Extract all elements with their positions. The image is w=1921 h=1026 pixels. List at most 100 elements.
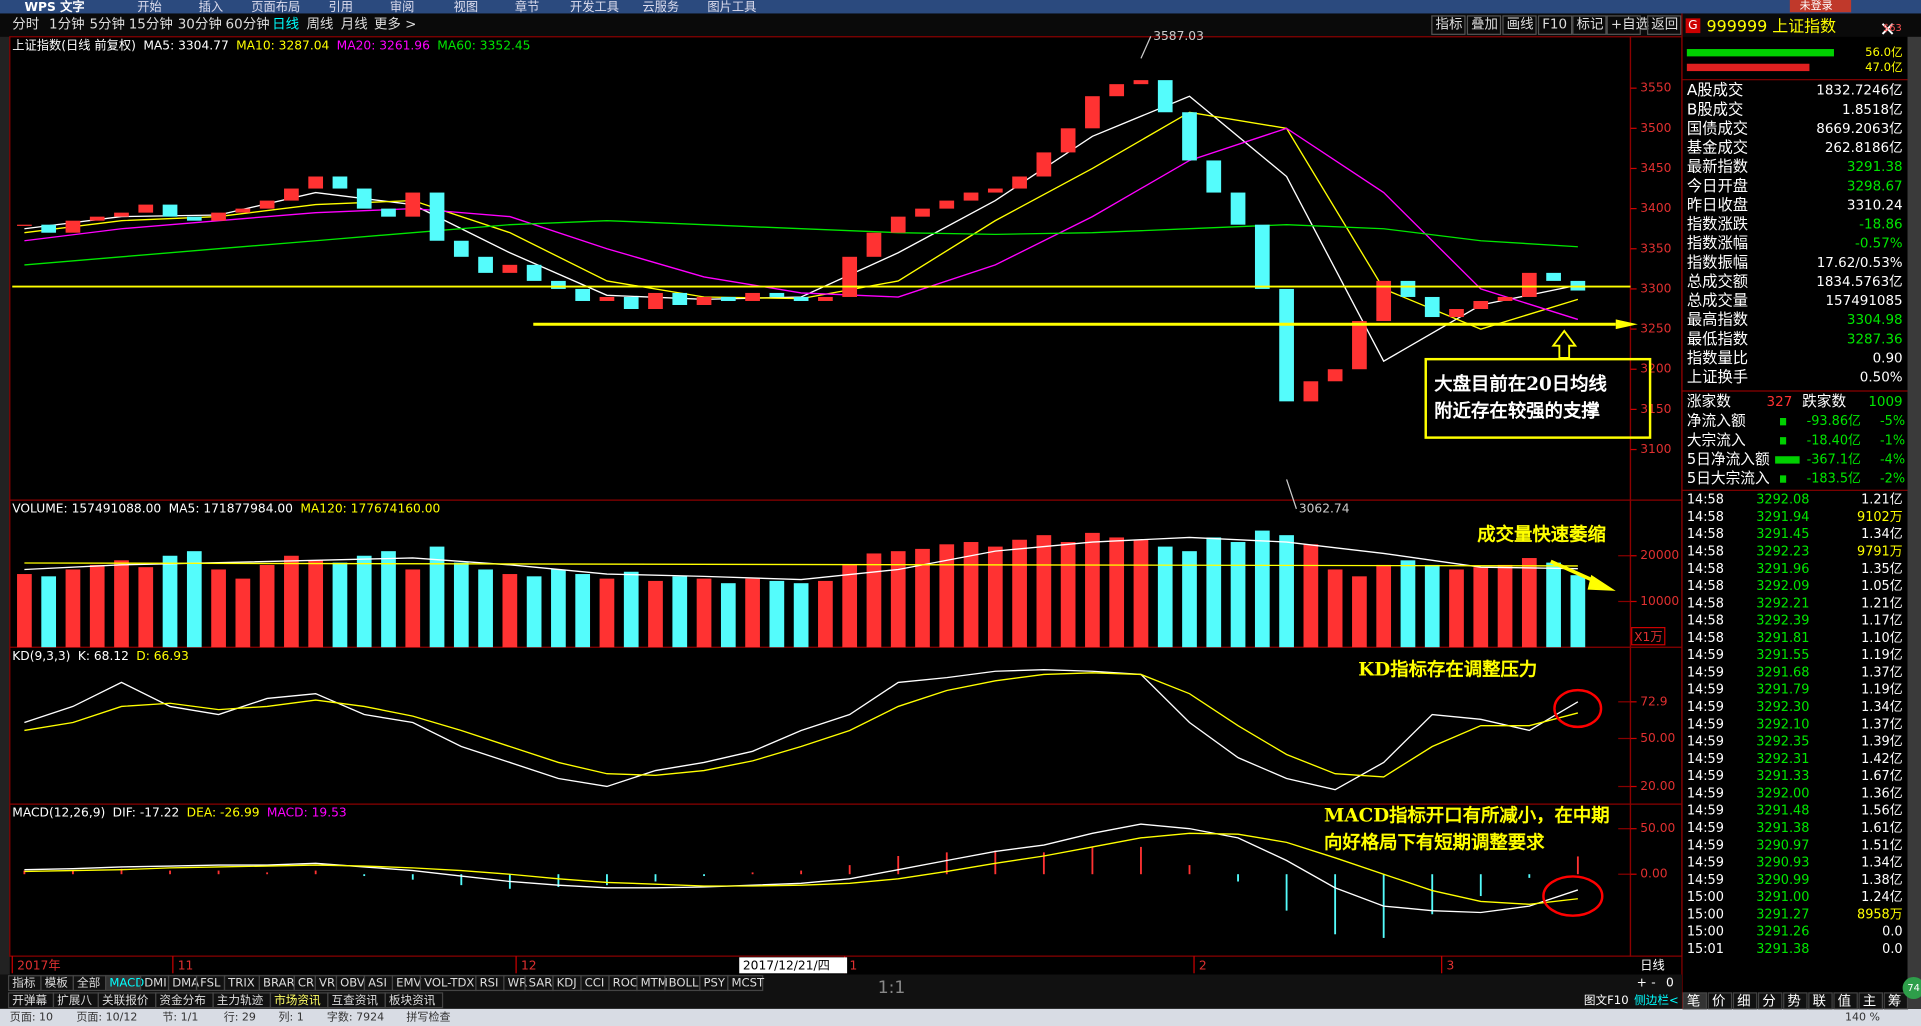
period-button[interactable]: 更多 > — [374, 16, 417, 33]
menu-item[interactable]: 视图 — [454, 0, 479, 14]
menu-item[interactable]: 审阅 — [390, 0, 415, 14]
info-tab[interactable]: 市场资讯 — [274, 993, 321, 1007]
tick-price: 3291.68 — [1756, 665, 1809, 680]
close-button[interactable]: ✕ — [1879, 18, 1895, 41]
legend: KD(9,3,3) K: 68.12 D: 66.93 — [12, 648, 189, 662]
menu-item[interactable]: 图片工具 — [707, 0, 756, 14]
tick-price: 3292.08 — [1756, 493, 1809, 508]
info-tab[interactable]: 资金分布 — [159, 993, 206, 1007]
info-tab[interactable]: 扩展八 — [57, 993, 92, 1007]
tool-button[interactable]: 标记 — [1577, 17, 1604, 33]
scrollbar[interactable] — [1907, 36, 1921, 1009]
side-tab[interactable]: 主 — [1863, 993, 1876, 1009]
menu-item[interactable]: 章节 — [515, 0, 540, 14]
period-button[interactable]: 日线 — [272, 17, 299, 33]
side-link[interactable]: 图文F10 — [1584, 993, 1629, 1007]
menu-item[interactable]: 插入 — [199, 0, 224, 14]
indicator-tab[interactable]: PSY — [703, 976, 725, 990]
indicator-tab[interactable]: VOL-TDX — [424, 976, 474, 990]
flow-value: -93.86亿 — [1807, 414, 1861, 429]
quote-label: 指数量比 — [1687, 349, 1748, 367]
indicator-tab[interactable]: WR — [508, 976, 528, 990]
extreme-label: 3587.03 — [1153, 29, 1204, 43]
info-tab[interactable]: 互查资讯 — [331, 993, 378, 1007]
side-tab[interactable]: 价 — [1712, 993, 1726, 1009]
candle — [648, 292, 663, 310]
tick-price: 3291.27 — [1756, 907, 1809, 922]
volume-bar — [1449, 569, 1464, 648]
tool-button[interactable]: 叠加 — [1471, 17, 1498, 33]
candle — [284, 188, 299, 201]
zoom-button[interactable]: 0 — [1666, 976, 1674, 990]
tool-button[interactable]: 返回 — [1651, 17, 1678, 33]
period-button[interactable]: 60分钟 — [226, 16, 270, 33]
info-tab[interactable]: 开弹幕 — [12, 993, 47, 1007]
annotation: 成交量快速萎缩 — [1477, 524, 1606, 546]
period-button[interactable]: 周线 — [306, 17, 333, 33]
volume-bar — [381, 551, 396, 648]
y-tick-label: 50.00 — [1640, 731, 1675, 745]
period-button[interactable]: 15分钟 — [129, 16, 173, 33]
period-button[interactable]: 分时 — [12, 17, 39, 33]
tool-button[interactable]: +自选 — [1611, 17, 1649, 33]
zoom-button[interactable]: + — [1637, 976, 1647, 990]
indicator-tab[interactable]: 指标 — [12, 976, 36, 990]
info-tab[interactable]: 关联报价 — [102, 993, 149, 1007]
indicator-tab[interactable]: KDJ — [557, 976, 577, 990]
indicator-tab[interactable]: DMA — [172, 976, 199, 990]
quote-label: B股成交 — [1687, 100, 1743, 118]
menu-item[interactable]: 云服务 — [642, 0, 679, 14]
period-button[interactable]: 5分钟 — [89, 16, 125, 33]
flow-bar — [1780, 475, 1787, 483]
side-tab[interactable]: 细 — [1737, 993, 1750, 1009]
period-button[interactable]: 1分钟 — [49, 16, 85, 33]
menu-item[interactable]: 开发工具 — [570, 0, 619, 14]
indicator-tab[interactable]: 模板 — [45, 976, 69, 990]
indicator-tab[interactable]: CR — [298, 976, 314, 990]
tick-volume: 0.0 — [1882, 925, 1902, 940]
side-tab[interactable]: 分 — [1762, 993, 1775, 1009]
volume-bar — [866, 553, 882, 648]
indicator-tab[interactable]: RSI — [480, 976, 499, 990]
menu-item[interactable]: 引用 — [329, 0, 354, 14]
side-link[interactable]: 侧边栏< — [1634, 993, 1679, 1007]
side-tab[interactable]: 势 — [1787, 993, 1800, 1009]
indicator-tab[interactable]: ROC — [613, 976, 638, 990]
tick-volume: 1.19亿 — [1861, 683, 1903, 698]
side-tab[interactable]: 筹 — [1888, 992, 1901, 1009]
period-button[interactable]: 30分钟 — [178, 16, 222, 33]
indicator-tab[interactable]: DMI — [144, 976, 166, 990]
indicator-tab[interactable]: BOLL — [669, 976, 699, 990]
y-tick-label: 3550 — [1640, 81, 1671, 95]
info-tab[interactable]: 板块资讯 — [389, 993, 436, 1007]
menu-item[interactable]: 开始 — [137, 0, 162, 14]
tool-button[interactable]: 指标 — [1436, 17, 1463, 33]
indicator-tab[interactable]: CCI — [585, 976, 605, 990]
candle — [1352, 321, 1367, 370]
side-tab[interactable]: 值 — [1838, 993, 1851, 1009]
tool-button[interactable]: F10 — [1542, 17, 1567, 33]
indicator-tab[interactable]: ASI — [368, 976, 387, 990]
indicator-tab[interactable]: MACD — [109, 976, 144, 990]
indicator-tab[interactable]: BRAR — [263, 976, 295, 990]
indicator-tab[interactable]: EMV — [396, 976, 421, 990]
info-tab[interactable]: 主力轨迹 — [217, 993, 264, 1007]
indicator-tab[interactable]: FSL — [200, 976, 221, 990]
period-button[interactable]: 月线 — [341, 17, 368, 33]
indicator-tab[interactable]: MTM — [641, 976, 668, 990]
side-tab[interactable]: 笔 — [1687, 993, 1700, 1009]
tick-price: 3292.30 — [1756, 700, 1809, 715]
zoom-button[interactable]: - — [1651, 976, 1655, 990]
indicator-tab[interactable]: TRIX — [227, 976, 255, 990]
indicator-tab[interactable]: VR — [319, 976, 335, 990]
indicator-tab[interactable]: 全部 — [77, 976, 101, 990]
indicator-tab[interactable]: OBV — [340, 976, 365, 990]
trend-arrow — [1550, 559, 1599, 584]
menu-item[interactable]: 页面布局 — [251, 0, 300, 14]
indicator-tab[interactable]: MCST — [731, 976, 765, 990]
indicator-tab[interactable]: SAR — [529, 976, 553, 990]
side-tab[interactable]: 联 — [1813, 993, 1826, 1009]
tool-button[interactable]: 画线 — [1507, 17, 1534, 33]
volume-bar — [1206, 537, 1222, 648]
